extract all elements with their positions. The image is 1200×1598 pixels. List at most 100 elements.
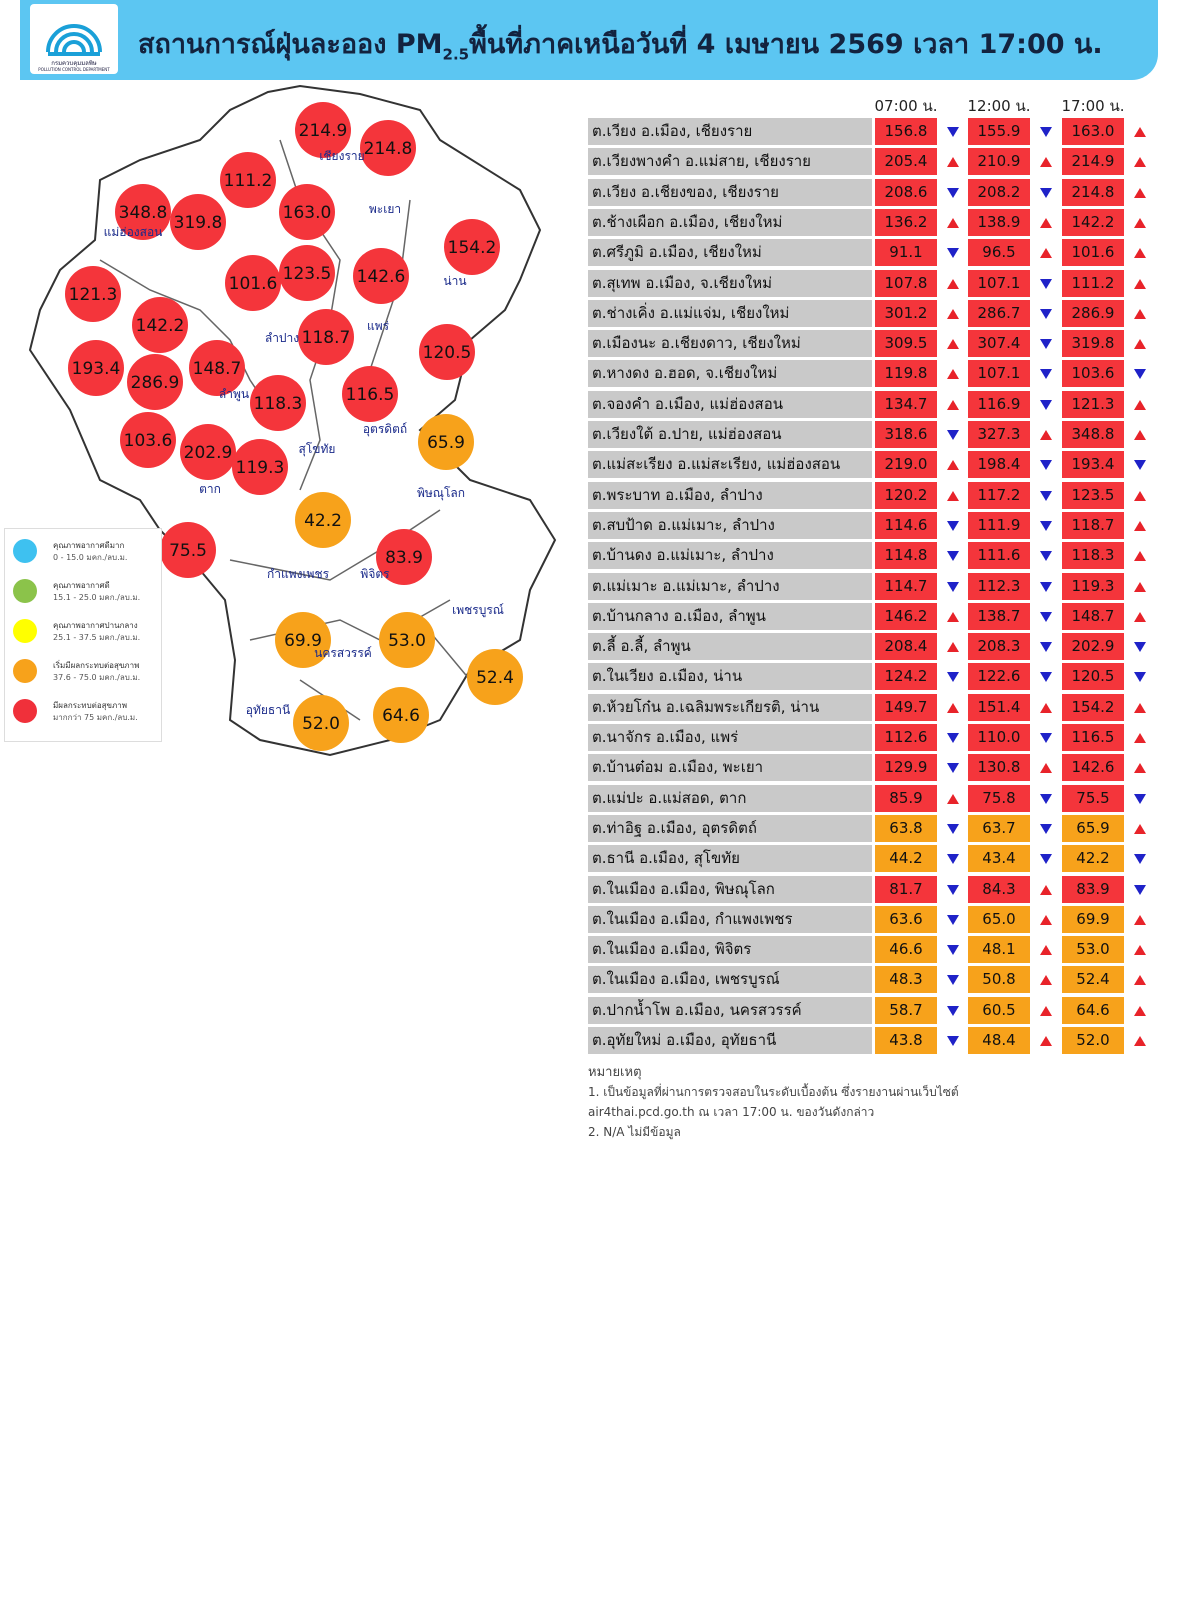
pm-value: 111.2 xyxy=(1062,269,1124,297)
station-bubble xyxy=(353,248,409,304)
pm-value: 48.1 xyxy=(968,936,1030,964)
province-label: เพชรบูรณ์ xyxy=(452,603,504,618)
pm-value: 121.3 xyxy=(1062,390,1124,418)
pm-value: 114.6 xyxy=(875,511,937,539)
pm-value: 129.9 xyxy=(875,754,937,782)
pm-value: 107.1 xyxy=(968,360,1030,388)
arrow-down xyxy=(947,672,959,683)
arrow-up xyxy=(1134,1005,1146,1016)
arrow-down xyxy=(947,248,959,259)
legend-swatch xyxy=(13,659,37,683)
arrow-up xyxy=(1134,430,1146,440)
station-name: ต.พระบาท อ.เมือง, ลำปาง xyxy=(588,481,872,509)
legend-item: มีผลกระทบต่อสุขภาพ มากกว่า 75 มคก./ลบ.ม. xyxy=(13,697,161,729)
pm-value: 81.7 xyxy=(875,875,937,903)
bubble-value: 75.5 xyxy=(169,541,207,561)
province-label: แม่ฮ่องสอน xyxy=(104,225,163,239)
trend-arrow xyxy=(1040,278,1052,289)
trend-arrow xyxy=(947,611,959,622)
arrow-up xyxy=(947,611,959,622)
pm-value: 142.2 xyxy=(1062,208,1124,236)
trend-arrow xyxy=(1040,490,1052,501)
trend-arrow xyxy=(1040,399,1052,410)
bubble-value: 142.6 xyxy=(357,267,406,287)
pm-value: 114.7 xyxy=(875,572,937,600)
trend-arrow xyxy=(1040,430,1052,440)
station-bubble xyxy=(132,297,188,353)
station-bubble xyxy=(342,366,398,422)
trend-arrow xyxy=(1134,1036,1146,1046)
trend-arrow xyxy=(1134,551,1146,562)
pm-value: 103.6 xyxy=(1062,360,1124,388)
title-prefix: สถานการณ์ฝุ่นละออง PM xyxy=(138,29,443,60)
pm-value: 208.2 xyxy=(968,178,1030,206)
arrow-down xyxy=(947,854,959,865)
arrow-up xyxy=(1040,217,1052,228)
pm-value: 319.8 xyxy=(1062,330,1124,358)
arrow-up xyxy=(1134,611,1146,622)
trend-arrow xyxy=(947,884,959,895)
arrow-up xyxy=(947,157,959,168)
pm-value: 208.3 xyxy=(968,633,1030,661)
station-name: ต.ช่างเคิ่ง อ.แม่แจ่ม, เชียงใหม่ xyxy=(588,299,872,327)
pm-value: 286.9 xyxy=(1062,299,1124,327)
trend-arrow xyxy=(1134,975,1146,986)
pm-value: 122.6 xyxy=(968,663,1030,691)
legend-range: 25.1 - 37.5 มคก./ลบ.ม. xyxy=(53,633,141,642)
pm-value: 119.3 xyxy=(1062,572,1124,600)
station-bubble xyxy=(250,375,306,431)
trend-arrow xyxy=(947,399,959,410)
pm-value: 149.7 xyxy=(875,693,937,721)
trend-arrow xyxy=(947,460,959,471)
arrow-up xyxy=(947,460,959,471)
pm-value: 107.1 xyxy=(968,269,1030,297)
trend-arrow xyxy=(1040,339,1052,350)
pm-value: 348.8 xyxy=(1062,421,1124,448)
station-bubble xyxy=(298,309,354,365)
arrow-down xyxy=(1040,520,1052,531)
station-name: ต.ในเมือง อ.เมือง, พิจิตร xyxy=(588,936,872,964)
logo-text: กรมควบคุมมลพิษ xyxy=(51,60,97,67)
station-name: ต.เวียงใต้ อ.ปาย, แม่ฮ่องสอน xyxy=(588,421,872,448)
trend-arrow xyxy=(1040,642,1052,653)
trend-arrow xyxy=(947,157,959,168)
trend-arrow xyxy=(1040,702,1052,713)
map: 214.9 214.8 111.2 163.0 348.8 319.8 154.2 101.6… xyxy=(28,84,557,757)
trend-arrow xyxy=(947,339,959,350)
bubble-value: 69.9 xyxy=(284,631,322,651)
pm-value: 43.8 xyxy=(875,1027,937,1054)
station-bubble xyxy=(419,324,475,380)
bubble-value: 142.2 xyxy=(136,316,185,336)
bubble-value: 319.8 xyxy=(174,213,223,233)
arrow-down xyxy=(947,884,959,895)
province-label: น่าน xyxy=(443,274,466,288)
pm-value: 307.4 xyxy=(968,330,1030,358)
pm-value: 116.5 xyxy=(1062,724,1124,751)
pm-value: 52.0 xyxy=(1062,1027,1124,1054)
station-bubble xyxy=(293,695,349,751)
bubble-value: 121.3 xyxy=(69,285,118,305)
trend-arrow xyxy=(1134,339,1146,350)
pm-value: 202.9 xyxy=(1062,633,1124,661)
trend-arrow xyxy=(1040,127,1052,137)
station-bubble xyxy=(275,612,331,668)
pm-value: 214.8 xyxy=(1062,178,1124,206)
station-bubble xyxy=(376,529,432,585)
station-bubble xyxy=(232,439,288,495)
arrow-down xyxy=(947,763,959,774)
arrow-down xyxy=(1040,581,1052,592)
trend-arrow xyxy=(1134,763,1146,774)
trend-arrow xyxy=(947,308,959,319)
arrow-down xyxy=(1040,460,1052,471)
pm-value: 151.4 xyxy=(968,693,1030,721)
province-label: ลำพูน xyxy=(219,387,249,402)
arrow-up xyxy=(1040,975,1052,986)
province-label: อุทัยธานี xyxy=(246,703,290,718)
station-name: ต.บ้านต๋อม อ.เมือง, พะเยา xyxy=(588,754,872,782)
legend-label: มีผลกระทบต่อสุขภาพ xyxy=(53,701,128,710)
station-bubble xyxy=(360,120,416,176)
province-label: พะเยา xyxy=(369,202,401,216)
arrow-down xyxy=(947,127,959,137)
trend-arrow xyxy=(1134,823,1146,834)
